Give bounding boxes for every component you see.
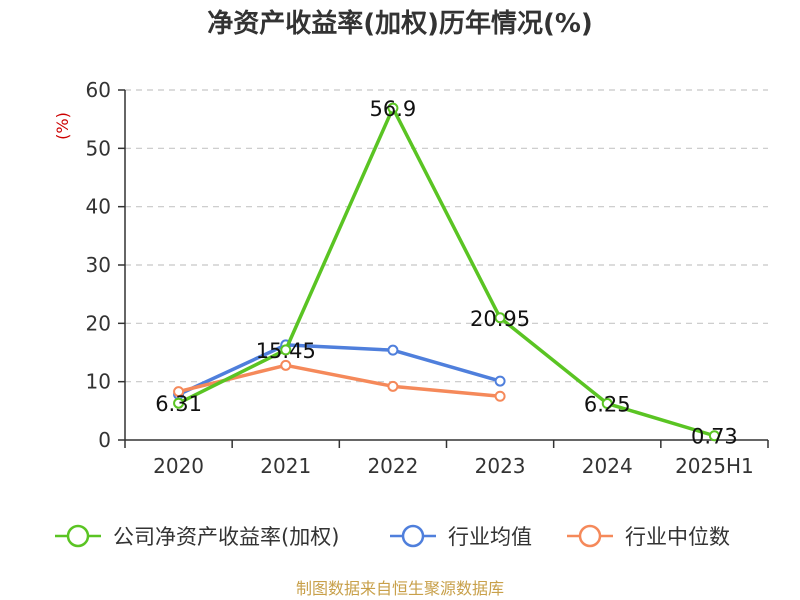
data-point[interactable]	[280, 344, 292, 356]
data-label: 20.95	[470, 307, 530, 331]
y-tick-label: 40	[86, 195, 111, 219]
legend-marker	[66, 524, 90, 548]
x-tick-label: 2021	[260, 454, 311, 478]
series-0	[173, 102, 720, 442]
data-point[interactable]	[387, 102, 399, 114]
legend-label: 行业中位数	[625, 525, 730, 549]
y-tick-label: 0	[98, 428, 111, 452]
legend: 公司净资产收益率(加权) 行业均值 行业中位数	[55, 524, 730, 549]
grid	[125, 89, 768, 383]
data-label: 15.45	[256, 339, 316, 363]
legend-item-1[interactable]: 行业均值	[390, 524, 532, 549]
axes: 0 10 20 30 40 50 60 2020 2021 2022 2023 2024 2025H1	[86, 78, 769, 478]
x-tick-label: 2025H1	[675, 454, 754, 478]
data-point[interactable]	[387, 380, 399, 392]
legend-marker	[401, 524, 425, 548]
data-label: 6.25	[584, 393, 631, 417]
source-note: 制图数据来自恒生聚源数据库	[296, 579, 504, 598]
legend-label: 行业均值	[448, 525, 532, 549]
legend-item-0[interactable]: 公司净资产收益率(加权)	[55, 524, 339, 549]
data-point[interactable]	[494, 375, 506, 387]
legend-item-2[interactable]: 行业中位数	[567, 524, 730, 549]
data-point[interactable]	[494, 390, 506, 402]
y-tick-label: 60	[86, 78, 111, 102]
data-point[interactable]	[387, 344, 399, 356]
y-tick-label: 50	[86, 136, 111, 160]
y-axis-label: (%)	[53, 112, 72, 140]
x-tick-label: 2023	[475, 454, 526, 478]
data-label: 0.73	[691, 425, 738, 449]
x-tick-label: 2020	[153, 454, 204, 478]
legend-marker	[578, 524, 602, 548]
chart-title: 净资产收益率(加权)历年情况(%)	[207, 8, 593, 39]
legend-label: 公司净资产收益率(加权)	[113, 525, 339, 549]
data-point[interactable]	[173, 397, 185, 409]
y-tick-label: 30	[86, 253, 111, 277]
series-line	[177, 343, 501, 397]
data-point[interactable]	[173, 386, 185, 398]
data-label: 56.9	[370, 97, 417, 121]
data-point[interactable]	[494, 312, 506, 324]
series-line	[177, 106, 715, 438]
data-labels: 6.31 15.45 56.9 20.95 6.25 0.73	[155, 97, 738, 449]
data-point[interactable]	[708, 430, 720, 442]
series-1	[173, 339, 506, 400]
y-tick-label: 20	[86, 311, 111, 335]
data-point[interactable]	[601, 398, 613, 410]
series-layer	[173, 102, 720, 442]
y-tick-label: 10	[86, 370, 111, 394]
x-tick-label: 2024	[582, 454, 633, 478]
data-label: 6.31	[155, 392, 202, 416]
x-tick-label: 2022	[367, 454, 418, 478]
data-point[interactable]	[280, 359, 292, 371]
